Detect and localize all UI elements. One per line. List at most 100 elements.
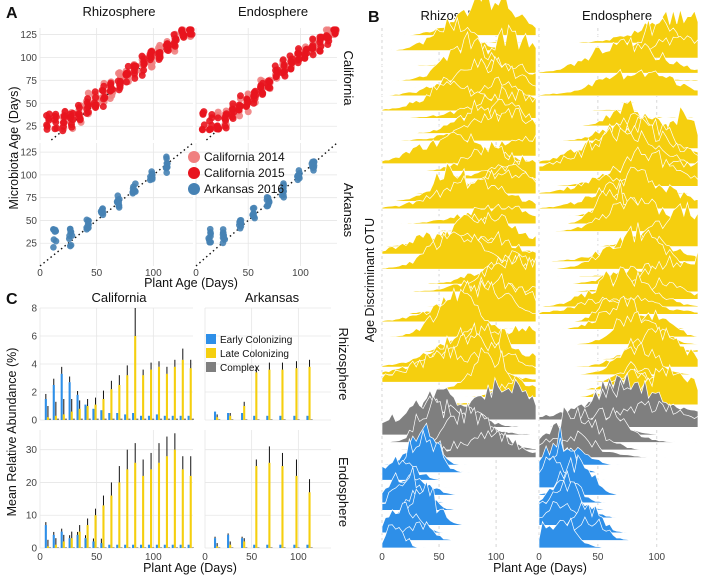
bar-late-colonizing (46, 417, 49, 420)
scatter-point (323, 32, 331, 40)
scatter-point (67, 241, 75, 249)
scatter-point (308, 160, 316, 167)
y-tick-label: 0 (31, 544, 37, 555)
scatter-point (206, 225, 214, 233)
bar-late-colonizing (173, 449, 176, 548)
bar-late-colonizing (157, 366, 161, 420)
scatter-point (295, 50, 303, 58)
bar-complex (310, 547, 313, 548)
scatter-point (131, 74, 139, 82)
bar-complex (270, 419, 273, 420)
x-tick-label: 50 (243, 268, 255, 279)
axis-c-ylabel: Mean Relative Abundance (%) (5, 348, 19, 517)
bar-late-colonizing (118, 385, 121, 420)
bar-early-colonizing (187, 415, 190, 420)
panel-c-california-rhizosphere (39, 307, 194, 421)
bar-complex (136, 547, 139, 548)
scatter-point (59, 119, 67, 127)
bar-complex (283, 547, 286, 548)
bar-complex (128, 547, 131, 548)
scatter-point (302, 46, 310, 54)
scatter-point (244, 99, 252, 107)
y-tick-label: 25 (26, 239, 38, 250)
bar-complex (283, 419, 286, 420)
scatter-point (129, 188, 137, 196)
ridge-late-colonizing (538, 146, 699, 187)
bar-late-colonizing (216, 417, 219, 420)
bar-late-colonizing (189, 368, 192, 420)
bar-complex (218, 547, 221, 548)
axis-b-ylabel: Age Discriminant OTU (363, 218, 377, 342)
bar-late-colonizing (86, 525, 89, 548)
scatter-point (106, 95, 114, 103)
bar-early-colonizing (108, 413, 111, 420)
bar-late-colonizing (46, 546, 49, 548)
ridge-early-colonizing (538, 455, 698, 489)
panel-label-a: A (6, 5, 18, 22)
bar-complex (48, 547, 52, 548)
panel-b-ticks: 0 50 100 0 50 100 (379, 552, 665, 563)
scatter-point (317, 42, 325, 50)
bar-complex (218, 419, 221, 420)
bar-early-colonizing (52, 534, 55, 548)
bar-complex (56, 418, 60, 420)
bar-complex (144, 547, 147, 548)
panel-background (205, 430, 331, 548)
ridge-early-colonizing (381, 521, 536, 541)
scatter-point (309, 44, 317, 52)
x-tick-label: 0 (202, 552, 208, 563)
axis-b-xlabel: Plant Age (Days) (493, 561, 587, 575)
scatter-point (279, 56, 287, 64)
strip-a-california: California (341, 51, 356, 107)
scatter-point (171, 47, 179, 55)
bar-early-colonizing (187, 544, 190, 548)
bar-early-colonizing (84, 404, 87, 420)
scatter-point (84, 95, 92, 103)
bar-early-colonizing (100, 410, 103, 420)
scatter-point (66, 110, 74, 118)
y-tick-label: 75 (26, 193, 38, 204)
bar-late-colonizing (86, 406, 89, 420)
bar-early-colonizing (293, 415, 296, 420)
scatter-point (286, 52, 294, 60)
y-tick-label: 6 (31, 332, 37, 343)
scatter-point (294, 59, 302, 67)
bar-late-colonizing (181, 469, 184, 548)
bar-early-colonizing (76, 534, 79, 548)
bar-early-colonizing (139, 415, 143, 420)
bar-late-colonizing (150, 369, 153, 420)
scatter-point (132, 62, 140, 70)
scatter-point (208, 111, 216, 119)
panel-c-california-endosphere (39, 430, 194, 549)
scatter-point (91, 88, 99, 96)
ridge-late-colonizing (539, 341, 699, 376)
bar-early-colonizing (60, 531, 63, 548)
bar-early-colonizing (266, 415, 269, 420)
bar-early-colonizing (132, 544, 135, 548)
bar-complex (257, 419, 260, 420)
bar-early-colonizing (116, 413, 119, 420)
scatter-point (228, 105, 236, 113)
scatter-point (294, 176, 302, 184)
bar-late-colonizing (268, 462, 271, 548)
bar-late-colonizing (110, 389, 113, 420)
x-tick-label: 100 (290, 552, 307, 563)
scatter-point (98, 86, 106, 94)
ridge-late-colonizing (539, 101, 698, 104)
scatter-point (287, 58, 295, 66)
x-tick-label: 50 (433, 552, 445, 563)
panel-c-arkansas-rhizosphere (204, 307, 331, 421)
scatter-point (99, 103, 107, 111)
bar-complex (270, 547, 273, 548)
scatter-point (236, 112, 244, 120)
scatter-point (84, 108, 92, 116)
scatter-point (84, 220, 92, 228)
ridge-late-colonizing (538, 266, 699, 308)
panel-c: California Arkansas Rhizosphere Endosphe… (5, 290, 351, 575)
bar-late-colonizing (54, 415, 57, 420)
bar-early-colonizing (44, 525, 47, 548)
bar-complex (257, 547, 260, 548)
bar-complex (144, 418, 147, 420)
bar-early-colonizing (147, 415, 151, 420)
